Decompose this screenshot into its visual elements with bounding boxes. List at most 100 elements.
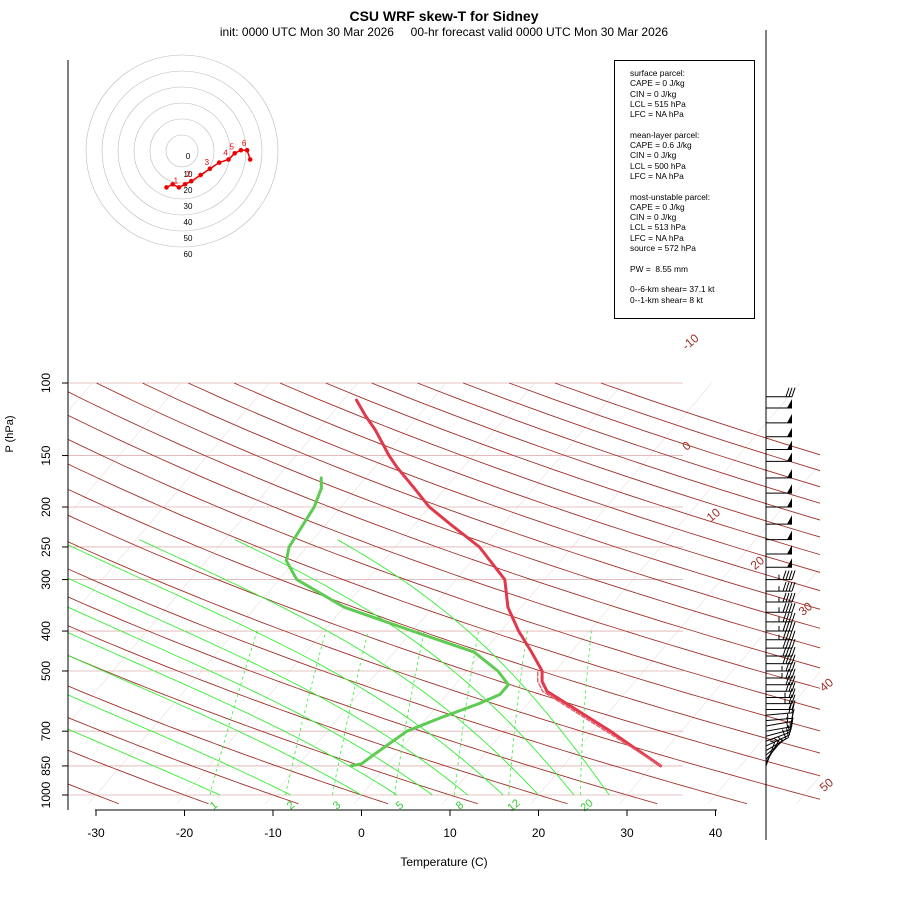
isotherm-line: [885, 383, 900, 804]
hodograph-ring: [149, 118, 215, 184]
hodograph-point: [216, 160, 222, 165]
barb-feather: [782, 570, 787, 580]
y-tick-label: 200: [39, 497, 53, 517]
mixing-ratio-line: [394, 630, 425, 796]
barb-flag: [787, 452, 792, 462]
barb-feather: [791, 592, 796, 603]
barb-flag: [787, 558, 792, 568]
isotherm-label: 10: [704, 505, 723, 525]
isotherm-label: 30: [796, 599, 815, 619]
isotherm-line: [707, 671, 820, 804]
x-tick-label: 20: [532, 826, 546, 840]
barb-feather: [791, 682, 796, 692]
hodograph-point-label: 3: [205, 158, 210, 167]
dry-adiabat-line: [68, 391, 820, 669]
barb-feather: [791, 630, 796, 640]
wind-barb: [765, 592, 796, 603]
x-axis-label: Temperature (C): [400, 855, 488, 869]
y-tick-label: 250: [39, 537, 53, 557]
barb-feather: [785, 675, 790, 685]
barb-feather: [791, 709, 795, 719]
wind-barb: [765, 638, 796, 649]
wind-barb: [765, 468, 793, 479]
dewpoint-profile-line: [284, 476, 510, 768]
info-line: surface parcel:: [630, 68, 685, 78]
isotherm-label: 40: [817, 675, 836, 695]
barb-feather: [788, 688, 793, 698]
dry-adiabat-line: [96, 382, 820, 649]
hodograph-ring-label: 30: [184, 202, 193, 211]
barb-feather: [785, 603, 790, 613]
hodograph-point: [182, 182, 188, 187]
isotherm-line: [68, 382, 270, 621]
mixing-ratio-line: [209, 630, 258, 796]
barb-feather: [785, 581, 790, 592]
wind-barb: [765, 682, 796, 692]
barb-staff: [765, 712, 792, 716]
y-tick-label: 850: [39, 756, 53, 776]
info-line: 0--1-km shear= 8 kt: [630, 294, 703, 305]
info-line: [630, 274, 754, 284]
wind-barb: [765, 427, 793, 438]
info-line: [630, 181, 754, 191]
barb-feather: [791, 638, 796, 649]
wind-barb: [765, 387, 796, 398]
chart-title: CSU WRF skew-T for Sidney: [349, 8, 539, 24]
info-line: [630, 119, 754, 129]
hodograph-ring-label: 40: [184, 218, 193, 227]
barb-feather: [791, 668, 796, 679]
wind-barb: [765, 603, 796, 613]
moist-adiabat-line: [68, 577, 468, 796]
dry-adiabat-line: [68, 568, 748, 805]
hodograph-point: [232, 151, 237, 156]
info-line: LFC = NA hPa: [630, 232, 684, 243]
y-tick-label: 150: [39, 445, 53, 465]
wind-barb: [765, 694, 796, 705]
barb-feather: [788, 603, 793, 613]
barb-staff: [765, 726, 792, 732]
barb-feather: [791, 688, 796, 698]
isotherm-line: [176, 382, 535, 804]
hodograph-ring: [133, 102, 231, 200]
wind-barb: [765, 498, 793, 508]
barb-feather: [782, 603, 787, 613]
barb-staff: [765, 734, 790, 747]
mixing-ratio-line: [454, 630, 479, 796]
y-tick-label: 500: [39, 661, 53, 681]
isotherm-line: [619, 567, 820, 804]
y-tick-label: 300: [39, 569, 53, 589]
dry-adiabat-line: [188, 382, 820, 610]
barb-feather: [788, 621, 793, 632]
barb-half-feather: [786, 722, 789, 728]
info-line: CIN = 0 J/kg: [630, 88, 677, 99]
parcel-info-box: surface parcel: CAPE = 0 J/kg CIN = 0 J/kg…: [614, 60, 755, 319]
y-tick-label: 1000: [39, 781, 53, 808]
dry-adiabat-line: [68, 749, 209, 805]
info-line: [630, 253, 754, 263]
barb-feather: [782, 630, 787, 640]
wind-barb: [765, 675, 796, 686]
dry-adiabat-line: [417, 382, 820, 521]
barb-staff: [765, 721, 792, 727]
barb-feather: [791, 700, 796, 710]
info-line: LCL = 513 hPa: [630, 222, 686, 233]
wind-barb: [765, 544, 793, 555]
info-line: CAPE = 0 J/kg: [630, 78, 685, 89]
mixing-ratio-label: 20: [579, 797, 596, 814]
barb-feather: [788, 581, 793, 592]
wind-barb: [765, 668, 796, 679]
dry-adiabat-line: [279, 382, 820, 573]
moist-adiabat-line: [68, 632, 398, 796]
barb-flag: [787, 440, 792, 450]
info-line: source = 572 hPa: [630, 243, 696, 254]
wind-barb: [765, 581, 796, 592]
dry-adiabat-line: [142, 382, 820, 629]
isotherm-line: [68, 382, 358, 725]
barb-feather: [785, 682, 790, 692]
hodograph-point: [198, 172, 203, 178]
hodograph-point-label: 6: [242, 139, 247, 148]
wind-barb: [765, 621, 796, 632]
wind-barb: [765, 399, 793, 409]
info-line: CIN = 0 J/kg: [630, 150, 677, 161]
hodograph-ring-label: 10: [184, 170, 193, 179]
